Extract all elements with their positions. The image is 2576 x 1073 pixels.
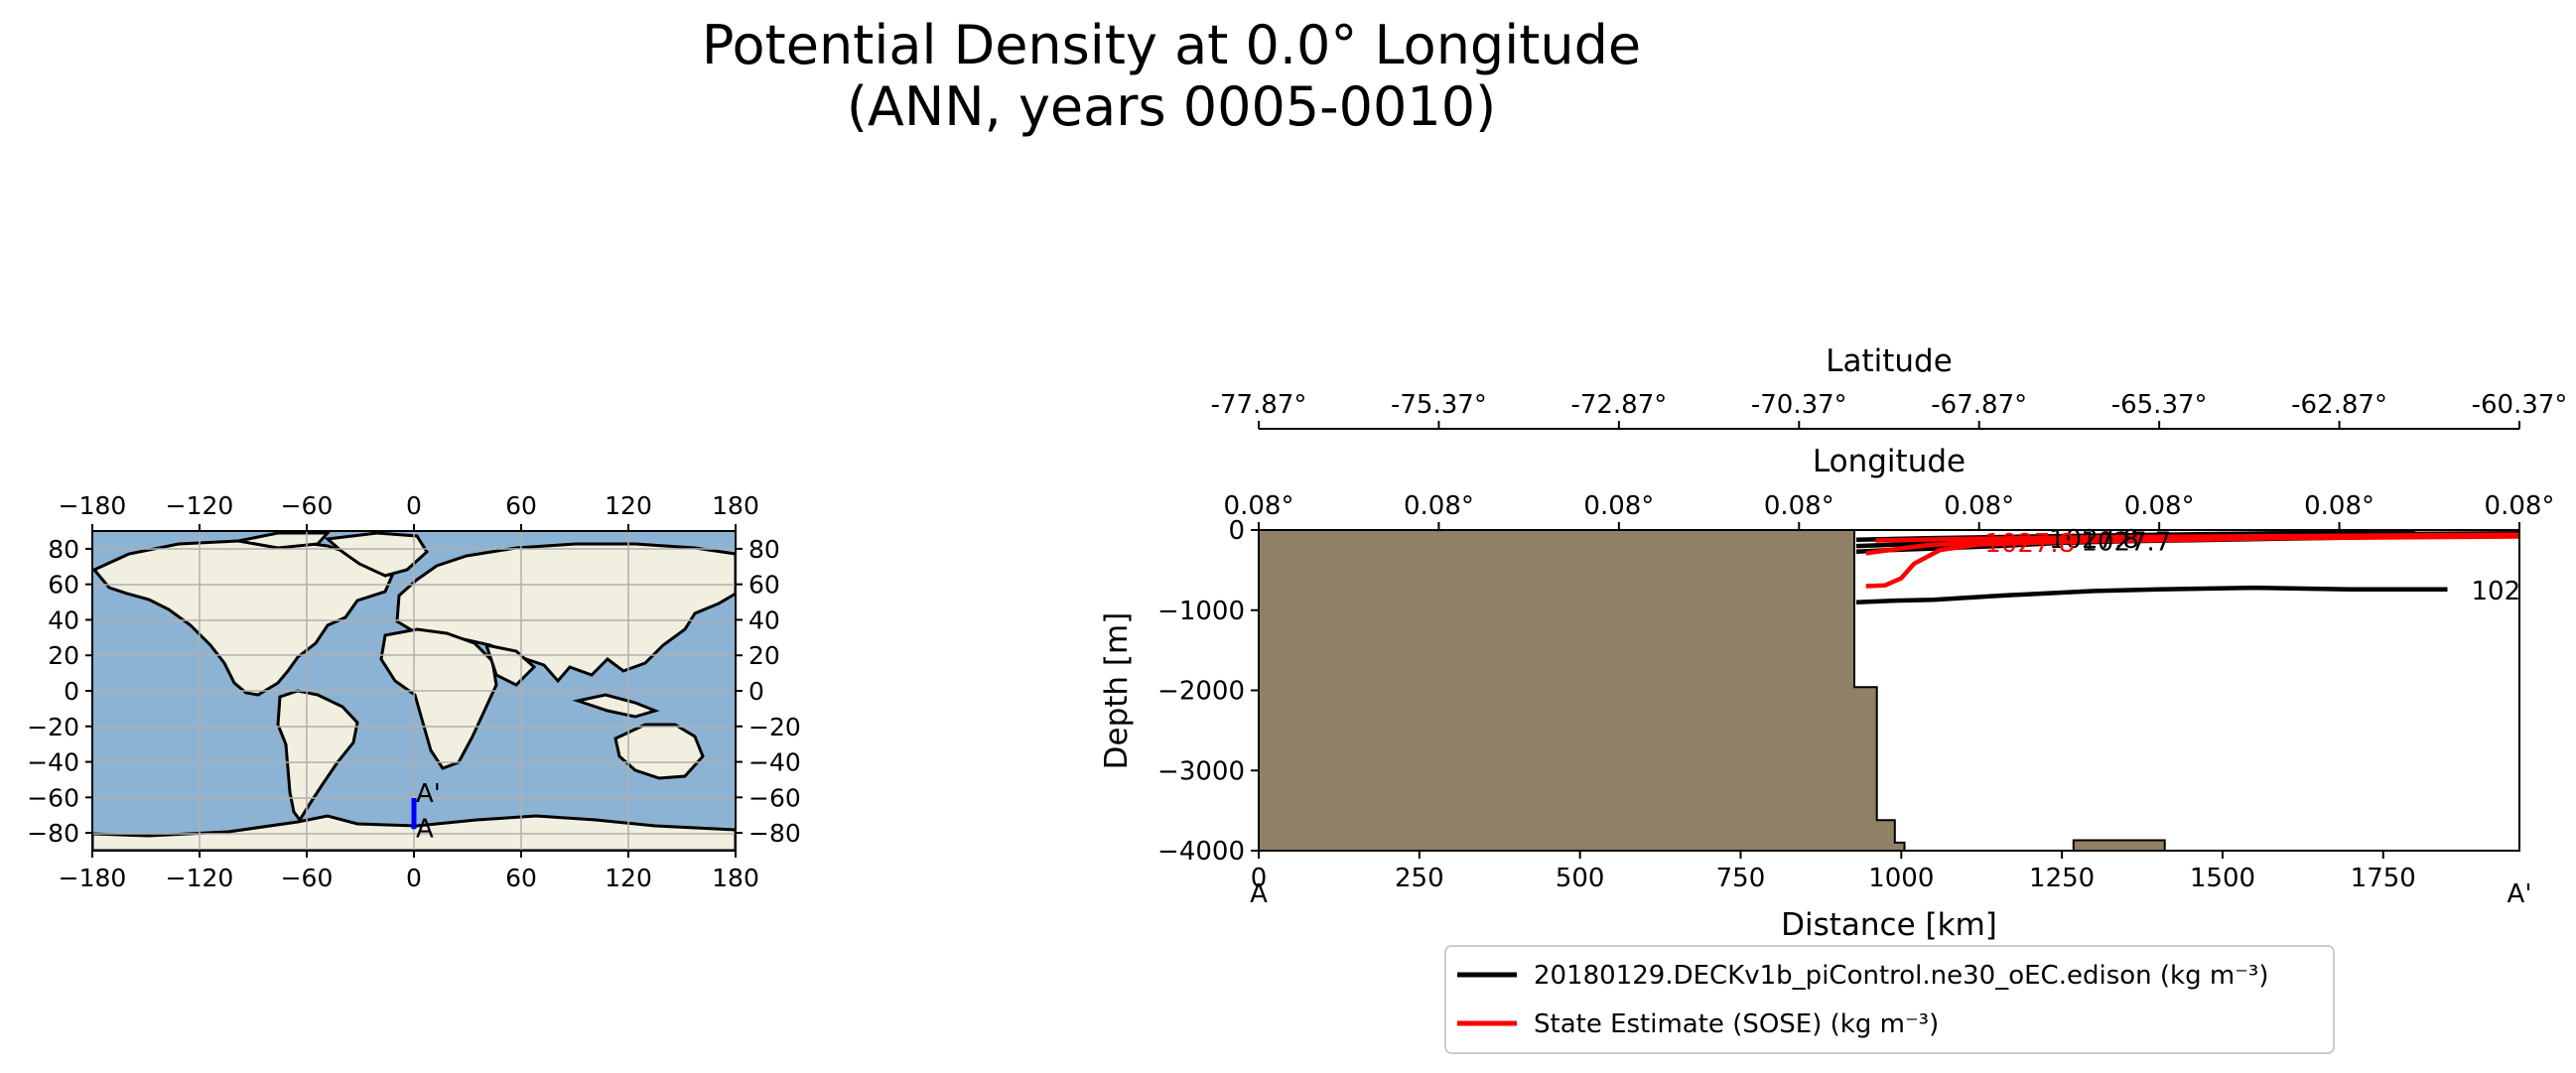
map-lon-tick-label-top: −180 — [59, 491, 127, 520]
map-lon-tick-label-top: 180 — [712, 491, 759, 520]
map-lon-tick-label-bottom: 180 — [712, 864, 759, 892]
x-tick-label: 750 — [1716, 864, 1766, 893]
x-tick-label: 1250 — [2029, 864, 2095, 893]
x-tick-label: 1500 — [2190, 864, 2255, 893]
latitude-ticks-label: -67.87° — [1931, 390, 2027, 420]
section-bathymetry — [1259, 530, 1906, 851]
latitude-ticks-label: -72.87° — [1570, 390, 1667, 420]
figure-title-line1: Potential Density at 0.0° Longitude — [701, 14, 1642, 76]
map-lon-tick-label-top: 0 — [406, 491, 422, 520]
latitude-ticks-label: -65.37° — [2111, 390, 2208, 420]
legend-label-model: 20180129.DECKv1b_piControl.ne30_oEC.edis… — [1534, 961, 2268, 991]
map-ticks: −180 −180 −120 −120 −60 −60 0 0 60 60 120 120 180 180… — [27, 491, 801, 892]
figure-title-line2: (ANN, years 0005-0010) — [846, 75, 1497, 138]
map-lat-tick-label-left: 0 — [64, 677, 79, 706]
y-tick-label: −1000 — [1157, 597, 1245, 626]
longitude-ticks-label: 0.08° — [1944, 491, 2014, 521]
section-start-label: A — [1250, 879, 1268, 909]
legend-label-obs: State Estimate (SOSE) (kg m⁻³) — [1534, 1009, 1939, 1039]
x-tick-label: 0 — [1251, 864, 1268, 893]
latitude-ticks-label: -62.87° — [2291, 390, 2387, 420]
legend-box — [1444, 945, 2335, 1054]
longitude-ticks-label: 0.08° — [1404, 491, 1474, 521]
map-lon-tick-label-bottom: 0 — [406, 864, 422, 892]
land-south-america — [276, 689, 359, 823]
map-lat-tick-label-right: −80 — [748, 819, 801, 848]
map-lat-tick-label-right: −60 — [748, 783, 801, 812]
map-end-label: A' — [416, 779, 441, 809]
legend: 20180129.DECKv1b_piControl.ne30_oEC.edis… — [1444, 945, 2335, 1054]
latitude-ticks: -77.87° -75.37° -72.87° -70.37° -67.87° -65.3… — [1211, 390, 2568, 429]
map-lat-tick-label-right: 0 — [748, 677, 764, 706]
section-ticks: 0 250 500 750 1000 1250 1500 1750 0 −1000 −2000 −30… — [1157, 516, 2416, 893]
map-lon-tick-label-bottom: 120 — [605, 864, 652, 892]
map-lat-tick-label-left: 60 — [48, 571, 79, 600]
contour-label: 1027.8 — [1984, 529, 2075, 559]
map-lon-tick-label-bottom: 60 — [505, 864, 537, 892]
map-lon-tick-label-top: −60 — [281, 491, 334, 520]
map-lon-tick-label-bottom: −60 — [281, 864, 334, 892]
latitude-ticks-label: -70.37° — [1751, 390, 1847, 420]
map-start-label: A — [416, 814, 434, 844]
longitude-axis-label: Longitude — [1813, 444, 1966, 479]
longitude-ticks: 0.08° 0.08° 0.08° 0.08° 0.08° 0.08° 0.08° 0.08° — [1224, 491, 2555, 530]
latitude-ticks-label: -75.37° — [1391, 390, 1487, 420]
contour-label: 102 — [2472, 577, 2521, 606]
map-lat-tick-label-left: 40 — [48, 605, 79, 634]
x-tick-label: 250 — [1395, 864, 1444, 893]
land-greenland — [324, 531, 429, 578]
latitude-axis-label: Latitude — [1826, 343, 1953, 379]
y-tick-label: −3000 — [1157, 756, 1245, 786]
land-australia — [613, 723, 705, 780]
map-lat-tick-label-left: −20 — [27, 713, 79, 741]
map-lat-tick-label-right: −20 — [748, 713, 801, 741]
map-lat-tick-label-right: 20 — [748, 641, 780, 670]
map-lat-tick-label-left: −60 — [27, 783, 79, 812]
y-tick-label: −4000 — [1157, 837, 1245, 867]
contour-line-series-1-2 — [1875, 532, 2519, 543]
map-gridlines — [92, 531, 736, 851]
longitude-ticks-label: 0.08° — [1583, 491, 1654, 521]
map-lon-tick-label-top: 120 — [605, 491, 652, 520]
section-end-label: A' — [2508, 879, 2532, 909]
map-lat-tick-label-left: −80 — [27, 819, 79, 848]
land-canadian-islands — [237, 531, 332, 550]
map-lat-tick-label-right: 80 — [748, 535, 780, 564]
section-contours — [1855, 530, 2519, 604]
map-lat-tick-label-left: 80 — [48, 535, 79, 564]
section-ylabel: Depth [m] — [1099, 612, 1135, 770]
longitude-ticks-label: 0.08° — [2124, 491, 2195, 521]
longitude-ticks-label: 0.08° — [1224, 491, 1294, 521]
x-tick-label: 1750 — [2351, 864, 2416, 893]
longitude-ticks-label: 0.08° — [2304, 491, 2374, 521]
map-lon-tick-label-bottom: −120 — [166, 864, 234, 892]
map-lon-tick-label-top: 60 — [505, 491, 537, 520]
map-lat-tick-label-right: 60 — [748, 571, 780, 600]
map-lat-tick-label-left: 20 — [48, 641, 79, 670]
map-panel: −180 −180 −120 −120 −60 −60 0 0 60 60 120 120 180 180… — [27, 491, 801, 892]
section-xlabel: Distance [km] — [1781, 907, 1997, 943]
map-lat-tick-label-left: −40 — [27, 748, 79, 777]
longitude-ticks-label: 0.08° — [2485, 491, 2555, 521]
map-lat-tick-label-right: 40 — [748, 605, 780, 634]
latitude-ticks-label: -77.87° — [1211, 390, 1307, 420]
land-africa — [379, 627, 498, 770]
map-lon-tick-label-bottom: −180 — [59, 864, 127, 892]
section-seamount — [2072, 839, 2166, 852]
map-lat-tick-label-right: −40 — [748, 748, 801, 777]
latitude-ticks-label: -60.37° — [2472, 390, 2568, 420]
land-indonesia — [572, 693, 660, 719]
map-lon-tick-label-top: −120 — [166, 491, 234, 520]
contour-line-series-0-0 — [1855, 585, 2448, 604]
x-tick-label: 1000 — [1868, 864, 1934, 893]
contour-label: 1027.7 — [2081, 527, 2171, 557]
longitude-ticks-label: 0.08° — [1764, 491, 1834, 521]
y-tick-label: 0 — [1228, 516, 1245, 546]
y-tick-label: −2000 — [1157, 677, 1245, 707]
x-tick-label: 500 — [1556, 864, 1605, 893]
